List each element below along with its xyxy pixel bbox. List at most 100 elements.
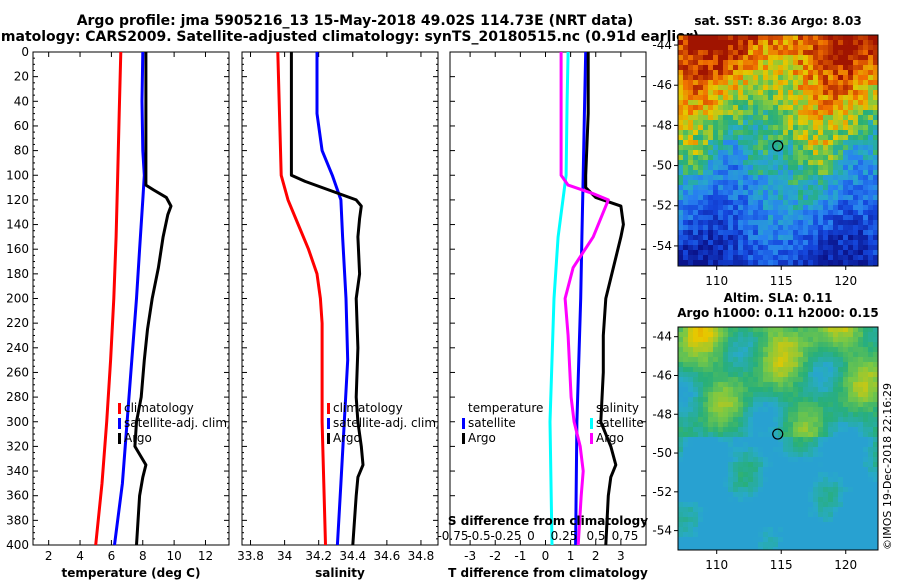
sla-map-cell — [843, 332, 849, 338]
sst-map-cell — [783, 40, 789, 46]
sla-map-cell — [823, 482, 829, 488]
sst-map-cell — [723, 200, 729, 206]
sst-map-cell — [828, 120, 834, 126]
sla-map-cell — [783, 427, 789, 433]
sst-map-cell — [728, 85, 734, 91]
sst-map-cell — [693, 225, 699, 231]
sst-map-cell — [708, 190, 714, 196]
sla-map-cell — [728, 377, 734, 383]
sla-map-cell — [843, 442, 849, 448]
sst-map-cell — [703, 65, 709, 71]
sst-map-cell — [788, 185, 794, 191]
sst-map-cell — [758, 35, 764, 41]
sst-map-cell — [703, 190, 709, 196]
sla-map-cell — [848, 342, 854, 348]
sst-map-cell — [678, 120, 684, 126]
sla-map-cell — [783, 507, 789, 513]
sst-map-cell — [868, 140, 874, 146]
sla-map-cell — [798, 407, 804, 413]
sla-map-cell — [718, 372, 724, 378]
sst-map-cell — [738, 100, 744, 106]
sst-map-cell — [708, 60, 714, 66]
sst-map-cell — [753, 85, 759, 91]
sst-map-cell — [808, 180, 814, 186]
sla-map-cell — [873, 327, 878, 333]
sla-map-cell — [708, 517, 714, 523]
sla-map-cell — [813, 352, 819, 358]
sst-map-cell — [738, 260, 744, 266]
sst-map-cell — [688, 190, 694, 196]
sst-map-cell — [688, 70, 694, 76]
sla-map-cell — [733, 352, 739, 358]
sla-map-cell — [763, 382, 769, 388]
sla-map-cell — [833, 482, 839, 488]
sla-map-cell — [743, 512, 749, 518]
salinity-xlabel: salinity — [315, 566, 365, 580]
sla-map-cell — [718, 502, 724, 508]
s-difference-title: S difference from climatology — [448, 514, 648, 528]
sst-map-cell — [853, 70, 859, 76]
sst-map-cell — [778, 135, 784, 141]
legend-swatch — [118, 418, 121, 429]
sla-map-cell — [778, 517, 784, 523]
sst-map-cell — [853, 140, 859, 146]
sst-map-cell — [818, 225, 824, 231]
sst-map-cell — [843, 245, 849, 251]
sla-map-cell — [818, 467, 824, 473]
sla-map-cell — [723, 432, 729, 438]
sla-map-cell — [718, 467, 724, 473]
sla-map-cell — [728, 357, 734, 363]
sla-map-cell — [698, 477, 704, 483]
sst-map-cell — [738, 170, 744, 176]
sst-map-cell — [743, 125, 749, 131]
sst-map-cell — [828, 190, 834, 196]
sla-map-cell — [718, 462, 724, 468]
sla-map-cell — [683, 477, 689, 483]
sst-map-cell — [688, 60, 694, 66]
legend-label: satellite — [468, 416, 516, 430]
sst-map-cell — [873, 105, 878, 111]
depth-tick-label: 340 — [6, 464, 29, 478]
sla-map-cell — [773, 522, 779, 528]
sla-map-cell — [853, 457, 859, 463]
sst-map-cell — [803, 190, 809, 196]
sst-map-cell — [748, 225, 754, 231]
sst-map-cell — [798, 180, 804, 186]
sla-map-cell — [683, 362, 689, 368]
sst-map-cell — [718, 205, 724, 211]
sst-map-cell — [793, 195, 799, 201]
sla-lon-label: 120 — [834, 558, 857, 572]
sst-map-cell — [788, 150, 794, 156]
sst-map-cell — [768, 210, 774, 216]
sst-map-cell — [788, 230, 794, 236]
sla-map-cell — [843, 372, 849, 378]
sla-map-cell — [798, 512, 804, 518]
sla-map-cell — [838, 357, 844, 363]
sst-map-cell — [768, 55, 774, 61]
sst-map-cell — [733, 175, 739, 181]
sst-map-cell — [808, 255, 814, 261]
sla-map-cell — [713, 482, 719, 488]
sla-map-cell — [853, 387, 859, 393]
sla-map-cell — [813, 522, 819, 528]
sla-map-cell — [783, 457, 789, 463]
sst-map-cell — [843, 75, 849, 81]
sla-map-cell — [828, 507, 834, 513]
sst-map-cell — [763, 145, 769, 151]
sla-map-cell — [838, 402, 844, 408]
sst-map-cell — [753, 190, 759, 196]
sla-map-cell — [763, 362, 769, 368]
sst-map-cell — [818, 85, 824, 91]
sla-map-cell — [803, 337, 809, 343]
sla-map-cell — [848, 482, 854, 488]
sst-map-cell — [678, 215, 684, 221]
sla-map-cell — [703, 527, 709, 533]
sla-map-cell — [693, 497, 699, 503]
sst-map-cell — [793, 240, 799, 246]
sla-map-cell — [773, 397, 779, 403]
sla-map-cell — [753, 362, 759, 368]
sla-map-cell — [708, 357, 714, 363]
sst-map-cell — [808, 175, 814, 181]
sst-map-cell — [698, 125, 704, 131]
sst-map-cell — [738, 195, 744, 201]
